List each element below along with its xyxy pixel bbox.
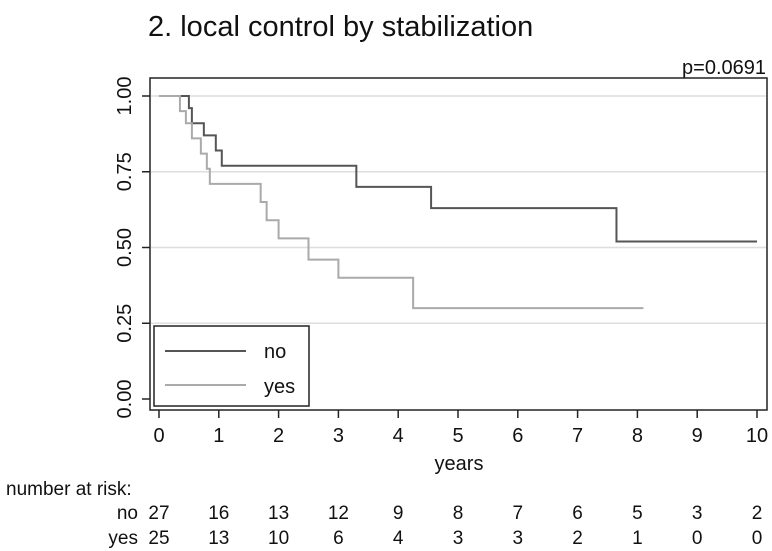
x-axis-label: years (435, 453, 484, 475)
risk-no-year-9: 3 (692, 503, 703, 524)
x-tick-label-0: 0 (153, 425, 164, 447)
x-tick-label-5: 5 (452, 425, 463, 447)
risk-yes-year-4: 4 (393, 528, 404, 549)
survival-curves (159, 95, 757, 310)
risk-no-year-3: 12 (328, 503, 349, 524)
risk-yes-year-10: 0 (752, 528, 763, 549)
x-tick-label-1: 1 (213, 425, 224, 447)
legend-label-no: no (264, 341, 286, 363)
y-tick-label-1: 0.25 (114, 304, 136, 343)
risk-yes-year-2: 10 (268, 528, 289, 549)
legend-box (153, 325, 310, 407)
risk-no-year-5: 8 (453, 503, 464, 524)
curve-yes (159, 95, 644, 310)
x-axis: 0 1 2 3 4 5 6 7 8 9 10 (153, 410, 768, 447)
risk-row-label-yes: yes (108, 528, 138, 549)
risk-no-year-8: 5 (632, 503, 643, 524)
x-tick-label-9: 9 (692, 425, 703, 447)
risk-yes-year-7: 2 (572, 528, 583, 549)
y-axis: 0.00 0.25 0.50 0.75 1.00 (114, 77, 150, 419)
risk-yes-year-9: 0 (692, 528, 703, 549)
legend-label-yes: yes (264, 376, 295, 398)
risk-yes-year-1: 13 (208, 528, 229, 549)
risk-yes-year-8: 1 (632, 528, 643, 549)
legend: no yes (153, 325, 310, 407)
x-tick-label-6: 6 (512, 425, 523, 447)
curve-no (159, 95, 757, 243)
x-tick-label-7: 7 (572, 425, 583, 447)
y-tick-label-2: 0.50 (114, 228, 136, 267)
x-tick-label-2: 2 (273, 425, 284, 447)
risk-no-year-4: 9 (393, 503, 404, 524)
x-tick-label-4: 4 (393, 425, 404, 447)
chart-title: 2. local control by stabilization (148, 11, 533, 43)
risk-no-year-1: 16 (208, 503, 229, 524)
risk-no-year-0: 27 (148, 503, 169, 524)
x-tick-label-10: 10 (746, 425, 768, 447)
x-tick-label-8: 8 (632, 425, 643, 447)
risk-yes-year-6: 3 (513, 528, 524, 549)
risk-yes-year-3: 6 (333, 528, 344, 549)
y-tick-label-4: 1.00 (114, 77, 136, 116)
grid-lines (151, 95, 766, 324)
p-value-annotation: p=0.0691 (682, 57, 766, 79)
risk-no-year-2: 13 (268, 503, 289, 524)
risk-table-title: number at risk: (6, 479, 132, 500)
risk-no-year-6: 7 (513, 503, 524, 524)
risk-row-label-no: no (117, 503, 138, 524)
risk-no-year-10: 2 (752, 503, 763, 524)
x-tick-label-3: 3 (333, 425, 344, 447)
risk-yes-year-5: 3 (453, 528, 464, 549)
y-tick-label-3: 0.75 (114, 152, 136, 191)
y-tick-label-0: 0.00 (114, 380, 136, 419)
risk-no-year-7: 6 (572, 503, 583, 524)
risk-yes-year-0: 25 (148, 528, 169, 549)
